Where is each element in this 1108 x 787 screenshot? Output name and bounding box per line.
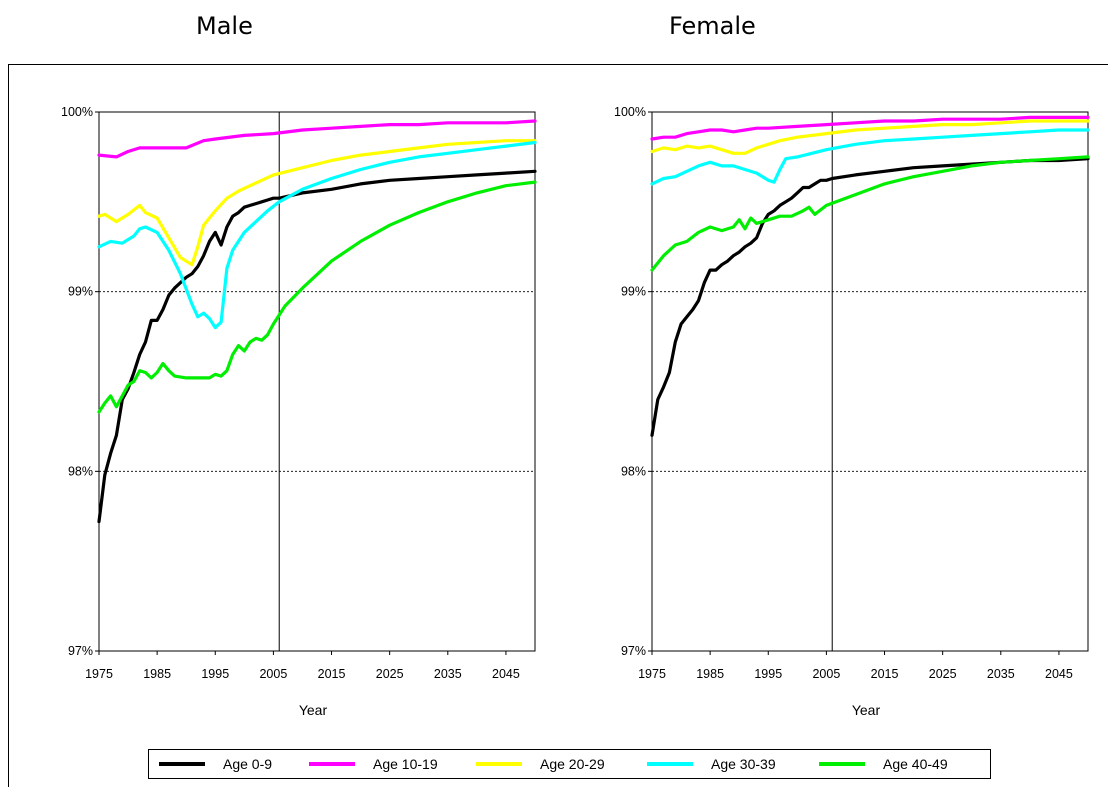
legend-item-age-0-9: Age 0-9	[159, 750, 272, 778]
female-y-tick-label: 98%	[621, 464, 646, 478]
female-x-tick-label: 2005	[812, 667, 840, 681]
female-x-tick-label: 1995	[754, 667, 782, 681]
male-x-tick-label: 1975	[85, 667, 113, 681]
male-x-tick-label: 2045	[492, 667, 520, 681]
female-series-age-10-19	[650, 115, 1090, 141]
male-x-tick-label: 2005	[259, 667, 287, 681]
legend-label: Age 10-19	[373, 756, 438, 772]
female-y-tick-label: 97%	[621, 644, 646, 658]
legend-swatch	[819, 762, 865, 766]
female-y-tick-label: 100%	[614, 105, 646, 119]
female-series-age-30-39	[650, 128, 1090, 186]
female-x-tick-label: 2035	[987, 667, 1015, 681]
legend-label: Age 20-29	[540, 756, 605, 772]
female-x-tick-label: 2015	[871, 667, 899, 681]
legend-item-age-40-49: Age 40-49	[819, 750, 948, 778]
legend-label: Age 0-9	[223, 756, 273, 772]
legend-swatch	[159, 762, 205, 766]
male-series-age-0-9	[97, 169, 537, 524]
male-x-tick-label: 2015	[318, 667, 346, 681]
female-plot-area	[651, 111, 1089, 652]
male-series-age-20-29	[97, 139, 537, 267]
male-y-tick-label: 99%	[68, 285, 93, 299]
female-y-tick-label: 99%	[621, 285, 646, 299]
female-series-age-0-9	[650, 157, 1090, 437]
legend: Age 0-9 Age 10-19 Age 20-29 Age 30-39 Ag…	[148, 749, 991, 779]
male-series-age-40-49	[97, 180, 537, 414]
male-plot-area	[98, 111, 536, 652]
chart-frame	[8, 64, 1108, 787]
female-series-age-40-49	[650, 155, 1090, 272]
legend-label: Age 30-39	[711, 756, 776, 772]
female-panel-title: Female	[669, 12, 756, 40]
female-x-axis-label: Year	[852, 702, 881, 718]
male-y-tick-label: 97%	[68, 644, 93, 658]
legend-label: Age 40-49	[883, 756, 948, 772]
legend-swatch	[476, 762, 522, 766]
female-x-tick-label: 2025	[929, 667, 957, 681]
male-series-age-10-19	[97, 119, 537, 159]
legend-swatch	[647, 762, 693, 766]
male-panel-title: Male	[196, 12, 253, 40]
male-x-tick-label: 1985	[143, 667, 171, 681]
male-x-tick-label: 1995	[201, 667, 229, 681]
legend-swatch	[309, 762, 355, 766]
legend-item-age-10-19: Age 10-19	[309, 750, 438, 778]
legend-item-age-20-29: Age 20-29	[476, 750, 605, 778]
male-x-axis-label: Year	[299, 702, 328, 718]
female-series-age-20-29	[650, 119, 1090, 155]
male-x-tick-label: 2025	[376, 667, 404, 681]
female-x-tick-label: 2045	[1045, 667, 1073, 681]
legend-item-age-30-39: Age 30-39	[647, 750, 776, 778]
male-series-age-30-39	[97, 140, 537, 330]
male-y-tick-label: 98%	[68, 464, 93, 478]
female-x-tick-label: 1985	[696, 667, 724, 681]
male-y-tick-label: 100%	[61, 105, 93, 119]
male-x-tick-label: 2035	[434, 667, 462, 681]
female-x-tick-label: 1975	[638, 667, 666, 681]
